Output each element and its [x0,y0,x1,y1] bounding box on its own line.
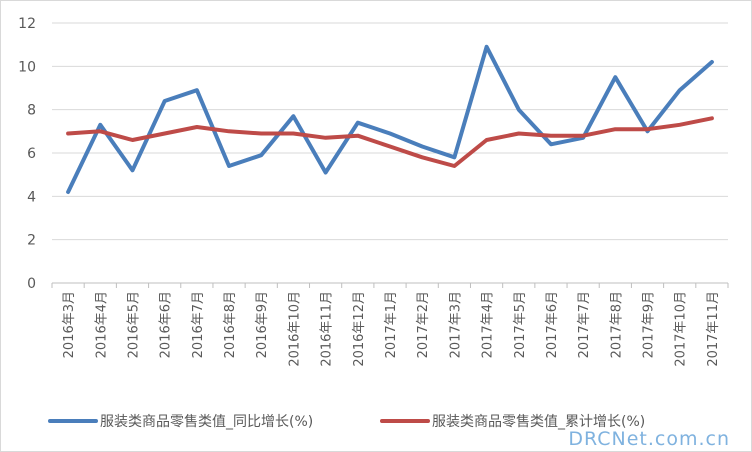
y-tick-label: 10 [18,59,36,75]
x-tick-label: 2017年11月 [706,291,721,367]
x-tick-label: 2016年5月 [126,291,141,358]
y-tick-label: 8 [27,103,36,119]
legend: 服装类商品零售类值_同比增长(%) 服装类商品零售类值_累计增长(%) [48,414,645,430]
x-tick-label: 2016年7月 [191,291,206,358]
x-tick-label: 2016年10月 [287,291,302,367]
watermark: DRCNet.com.cn [568,428,730,450]
x-tick-label: 2017年4月 [481,291,496,358]
x-tick-label: 2016年11月 [320,291,335,367]
x-tick-label: 2017年7月 [577,291,592,358]
x-tick-label: 2017年2月 [416,291,431,358]
y-tick-label: 12 [18,16,36,32]
x-tick-label: 2017年6月 [545,291,560,358]
x-tick-label: 2017年10月 [674,291,689,367]
y-tick-label: 4 [27,189,36,205]
x-tick-label: 2017年1月 [384,291,399,358]
gridlines [52,22,728,241]
series-lines [66,44,714,194]
x-tick-label: 2017年8月 [609,291,624,358]
y-tick-label: 6 [27,146,36,162]
x-tick-label: 2016年3月 [62,291,77,358]
x-tick-label: 2017年3月 [448,291,463,358]
x-tick-label: 2016年6月 [159,291,174,358]
x-tick-label: 2016年12月 [352,291,367,367]
legend-label-2: 服装类商品零售类值_累计增长(%) [432,414,645,430]
x-tick-label: 2016年9月 [255,291,270,358]
x-axis-ticks: 2016年3月 2016年4月 2016年5月 2016年6月 2016年7月 2016年… [62,291,721,367]
x-tick-label: 2017年5月 [513,291,528,358]
x-axis [51,282,729,288]
x-tick-label: 2017年9月 [642,291,657,358]
series-line-1 [66,44,714,194]
y-axis-ticks: 0 2 4 6 8 10 12 [18,16,36,292]
y-tick-label: 2 [27,233,36,249]
x-tick-label: 2016年4月 [94,291,109,358]
y-tick-label: 0 [27,276,36,292]
legend-label-1: 服装类商品零售类值_同比增长(%) [100,414,313,430]
series-line-2 [66,116,714,168]
x-tick-label: 2016年8月 [223,291,238,358]
